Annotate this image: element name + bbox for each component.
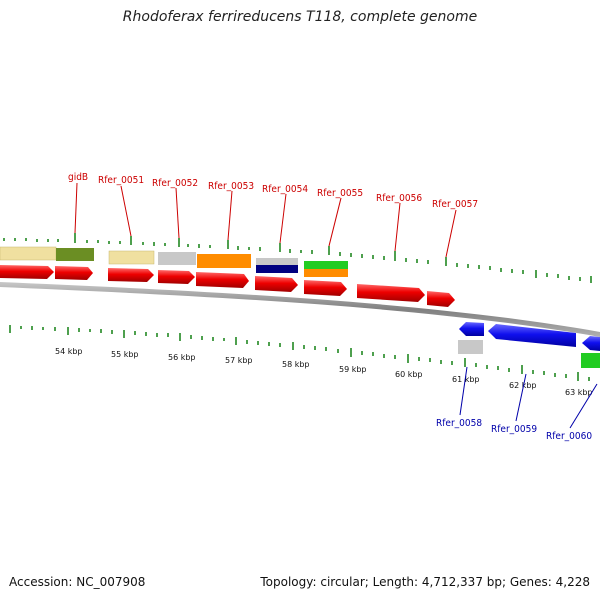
kbp-label: 54 kbp (55, 347, 83, 356)
gene-arrow[interactable] (255, 276, 298, 292)
cog-box (0, 246, 57, 261)
gene-arrow[interactable] (55, 266, 93, 280)
kbp-label: 63 kbp (565, 388, 593, 397)
gene-label-rfer-0053[interactable]: Rfer_0053 (208, 181, 254, 192)
gene-arrow[interactable] (357, 284, 425, 302)
cog-box (581, 353, 600, 368)
gene-label-rfer-0058[interactable]: Rfer_0058 (436, 418, 482, 429)
gene-label-rfer-0054[interactable]: Rfer_0054 (262, 184, 308, 195)
gene-label-rfer-0052[interactable]: Rfer_0052 (152, 178, 198, 189)
lower-tick-row (9, 325, 590, 381)
gene-label-rfer-0060[interactable]: Rfer_0060 (546, 431, 592, 442)
accession-text: Accession: NC_007908 (9, 575, 146, 589)
gene-arrow[interactable] (108, 268, 154, 282)
reverse-genes (459, 322, 600, 351)
upper-leader-lines (74, 182, 457, 258)
gene-label-rfer-0055[interactable]: Rfer_0055 (317, 188, 363, 199)
cog-box (256, 258, 298, 265)
cog-box (304, 269, 348, 277)
kbp-label: 55 kbp (111, 350, 139, 359)
genome-title: Rhodoferax ferrireducens T118, complete … (122, 9, 478, 25)
forward-genes (0, 265, 455, 307)
topology-text: Topology: circular; Length: 4,712,337 bp… (260, 575, 590, 589)
kbp-scale: 54 kbp 55 kbp 56 kbp 57 kbp 58 kbp 59 kb… (55, 347, 593, 397)
gene-arrow[interactable] (196, 272, 249, 288)
cog-box (458, 340, 483, 354)
kbp-label: 57 kbp (225, 356, 253, 365)
gene-arrow[interactable] (488, 324, 576, 347)
cog-box (108, 250, 155, 265)
kbp-label: 62 kbp (509, 381, 537, 390)
gene-arrow[interactable] (158, 270, 195, 284)
genome-backbone (0, 282, 600, 337)
cog-box (256, 265, 298, 273)
kbp-label: 56 kbp (168, 353, 196, 362)
kbp-label: 61 kbp (452, 375, 480, 384)
kbp-label: 59 kbp (339, 365, 367, 374)
gene-arrow[interactable] (427, 291, 455, 307)
gene-label-gidB[interactable]: gidB (68, 172, 88, 183)
upper-tick-row (3, 233, 592, 283)
gene-label-rfer-0057[interactable]: Rfer_0057 (432, 199, 478, 210)
cog-box-row (0, 246, 348, 277)
gene-arrow[interactable] (459, 322, 484, 336)
gene-label-rfer-0056[interactable]: Rfer_0056 (376, 193, 422, 204)
kbp-label: 58 kbp (282, 360, 310, 369)
lower-gene-labels: Rfer_0058 Rfer_0059 Rfer_0060 (436, 418, 592, 442)
cog-box (197, 254, 251, 268)
cog-box (158, 252, 196, 265)
kbp-label: 60 kbp (395, 370, 423, 379)
gene-label-rfer-0051[interactable]: Rfer_0051 (98, 175, 144, 186)
upper-gene-labels: gidB Rfer_0051 Rfer_0052 Rfer_0053 Rfer_… (68, 172, 478, 210)
cog-box (56, 248, 94, 261)
gene-arrow[interactable] (0, 265, 54, 279)
gene-arrow[interactable] (304, 280, 347, 296)
cog-box (304, 261, 348, 269)
lower-leader-lines (459, 366, 598, 429)
gene-label-rfer-0059[interactable]: Rfer_0059 (491, 424, 537, 435)
gene-arrow[interactable] (582, 336, 600, 351)
